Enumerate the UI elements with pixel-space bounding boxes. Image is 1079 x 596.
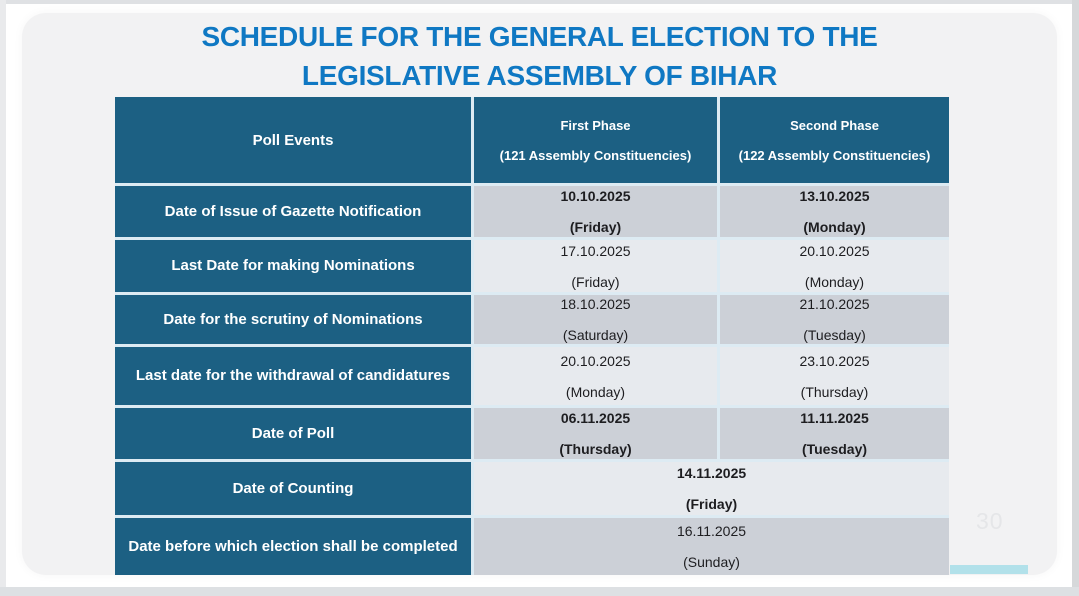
phase2-cell-gazette: 13.10.2025 (Monday) (720, 186, 949, 237)
date-value: 10.10.2025 (560, 188, 631, 204)
event-cell-scrutiny: Date for the scrutiny of Nominations (115, 295, 471, 344)
event-cell-gazette-notification: Date of Issue of Gazette Notification (115, 186, 471, 237)
day-value: (Friday) (685, 496, 738, 512)
event-cell-election-completed: Date before which election shall be comp… (115, 518, 471, 575)
day-value: (Saturday) (562, 327, 629, 343)
merged-cell-completed: 16.11.2025 (Sunday) (474, 518, 949, 575)
phase2-cell-withdrawal: 23.10.2025 (Thursday) (720, 347, 949, 405)
date-value: 20.10.2025 (799, 242, 870, 259)
phase1-cell-nominations: 17.10.2025 (Friday) (474, 240, 717, 292)
phase1-cell-withdrawal: 20.10.2025 (Monday) (474, 347, 717, 405)
slide-title-line2: LEGISLATIVE ASSEMBLY OF BIHAR (301, 60, 778, 91)
slide-title: SCHEDULE FOR THE GENERAL ELECTION TO THE… (22, 17, 1057, 95)
day-value: (Sunday) (683, 554, 740, 570)
slide-title-line1: SCHEDULE FOR THE GENERAL ELECTION TO THE (201, 21, 878, 52)
date-value: 13.10.2025 (799, 188, 870, 204)
date-value: 16.11.2025 (676, 523, 747, 539)
day-value: (Friday) (569, 219, 622, 235)
slide-page-number: 30 (976, 508, 1004, 534)
date-value: 11.11.2025 (800, 410, 869, 426)
first-phase-label: First Phase (560, 117, 631, 133)
second-phase-label: Second Phase (790, 117, 879, 133)
day-value: (Monday) (803, 219, 866, 235)
date-value: 18.10.2025 (560, 296, 631, 312)
second-phase-constituencies: (122 Assembly Constituencies) (738, 147, 931, 163)
phase1-cell-gazette: 10.10.2025 (Friday) (474, 186, 717, 237)
event-cell-making-nominations: Last Date for making Nominations (115, 240, 471, 292)
date-value: 06.11.2025 (560, 410, 631, 426)
event-cell-date-of-poll: Date of Poll (115, 408, 471, 459)
day-value: (Thursday) (559, 441, 632, 457)
day-value: (Thursday) (800, 383, 869, 400)
day-value: (Tuesday) (803, 327, 866, 343)
date-value: 21.10.2025 (799, 296, 870, 312)
phase2-cell-scrutiny: 21.10.2025 (Tuesday) (720, 295, 949, 344)
phase2-cell-poll: 11.11.2025 (Tuesday) (720, 408, 949, 459)
phase1-cell-poll: 06.11.2025 (Thursday) (474, 408, 717, 459)
col-header-second-phase: Second Phase (122 Assembly Constituencie… (720, 97, 949, 183)
phase2-cell-nominations: 20.10.2025 (Monday) (720, 240, 949, 292)
date-value: 17.10.2025 (560, 242, 631, 259)
merged-cell-counting: 14.11.2025 (Friday) (474, 462, 949, 515)
first-phase-constituencies: (121 Assembly Constituencies) (499, 147, 692, 163)
screen-edge-right (1072, 0, 1079, 596)
screen-edge-bottom (0, 587, 1079, 596)
date-value: 23.10.2025 (799, 352, 870, 369)
event-cell-date-of-counting: Date of Counting (115, 462, 471, 515)
day-value: (Tuesday) (801, 441, 868, 457)
day-value: (Monday) (565, 383, 626, 400)
accent-bar (950, 565, 1028, 574)
screen-edge-left (0, 0, 6, 596)
date-value: 20.10.2025 (560, 352, 631, 369)
day-value: (Monday) (804, 273, 865, 290)
col-header-poll-events: Poll Events (115, 97, 471, 183)
col-header-first-phase: First Phase (121 Assembly Constituencies… (474, 97, 717, 183)
schedule-table: Poll Events First Phase (121 Assembly Co… (115, 97, 949, 575)
phase1-cell-scrutiny: 18.10.2025 (Saturday) (474, 295, 717, 344)
event-cell-withdrawal: Last date for the withdrawal of candidat… (115, 347, 471, 405)
day-value: (Friday) (571, 273, 620, 290)
screen-edge-top (0, 0, 1079, 4)
date-value: 14.11.2025 (676, 465, 747, 481)
